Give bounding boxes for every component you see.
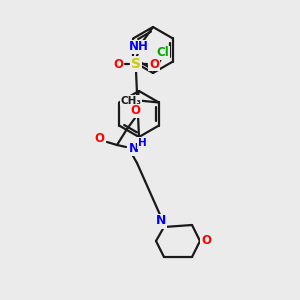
Text: O: O [130, 104, 140, 118]
Text: O: O [113, 58, 123, 70]
Text: CH₃: CH₃ [120, 95, 141, 106]
Text: S: S [131, 57, 141, 71]
Text: NH: NH [129, 40, 149, 53]
Text: O: O [201, 235, 211, 248]
Text: Cl: Cl [157, 46, 169, 59]
Text: N: N [129, 142, 139, 155]
Text: N: N [156, 214, 166, 227]
Text: O: O [149, 58, 159, 70]
Text: H: H [138, 138, 146, 148]
Text: O: O [94, 133, 104, 146]
